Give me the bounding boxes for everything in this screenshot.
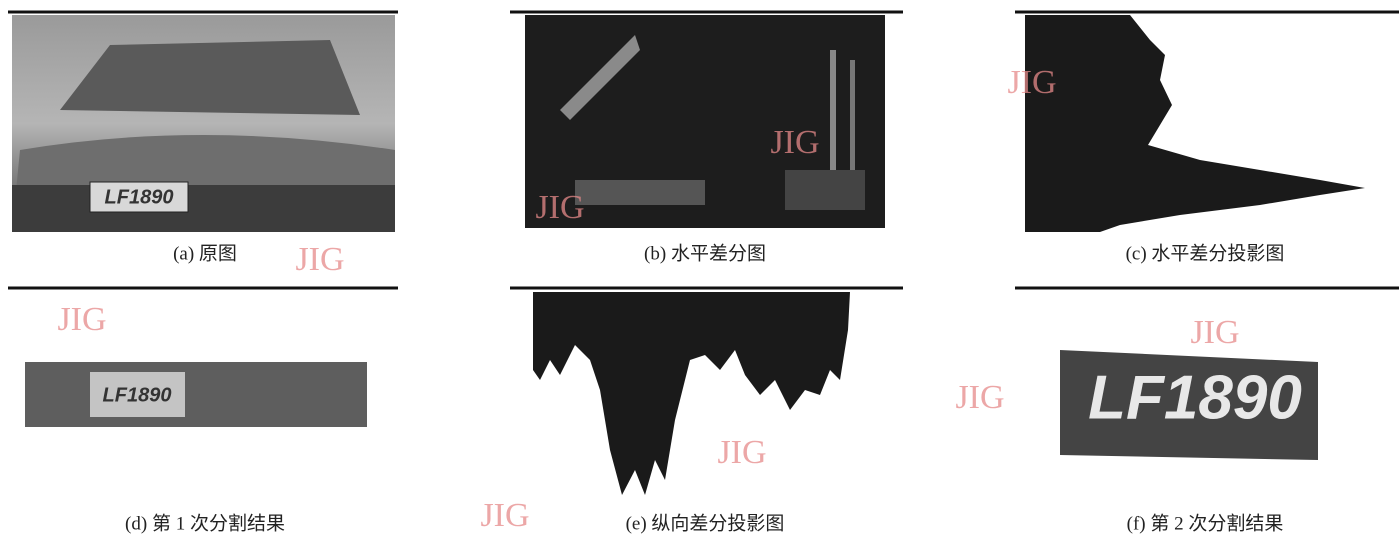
plate-text: LF1890 xyxy=(105,186,174,208)
watermark: JIG xyxy=(1190,314,1239,351)
watermark: JIG xyxy=(770,124,819,161)
car-photo: LF1890 xyxy=(12,15,395,232)
watermark: JIG xyxy=(1007,64,1056,101)
watermark: JIG xyxy=(295,241,344,278)
horizontal-projection xyxy=(1025,15,1365,232)
vertical-projection xyxy=(533,292,850,495)
caption: (d) 第 1 次分割结果 xyxy=(125,512,285,534)
page: {"figure": {"panels": [ {"caption": "(a)… xyxy=(0,0,1399,539)
watermark: JIG xyxy=(717,434,766,471)
watermark: JIG xyxy=(57,301,106,338)
plate-text: LF1890 xyxy=(1088,363,1302,432)
watermark: JIG xyxy=(955,379,1004,416)
caption: (e) 纵向差分投影图 xyxy=(626,512,785,534)
plate-image: LF1890 xyxy=(1060,350,1318,460)
plate-text: LF1890 xyxy=(103,384,172,406)
caption: (a) 原图 xyxy=(173,243,237,264)
caption: (f) 第 2 次分割结果 xyxy=(1127,512,1284,534)
figure: LF1890 LF1890 LF1890 (a) 原图 (b) 水平差分图 (c) … xyxy=(0,0,1399,539)
caption: (b) 水平差分图 xyxy=(644,242,766,264)
caption: (c) 水平差分投影图 xyxy=(1126,242,1285,264)
watermark: JIG xyxy=(480,497,529,534)
segment-1: LF1890 xyxy=(25,362,367,427)
watermark: JIG xyxy=(535,189,584,226)
